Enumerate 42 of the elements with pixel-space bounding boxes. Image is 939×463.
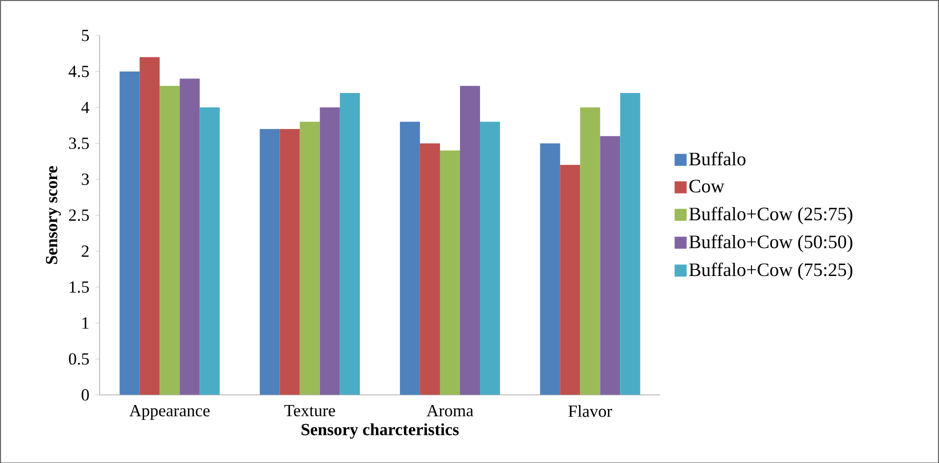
y-tick-label: 1 xyxy=(82,317,88,328)
bar xyxy=(180,78,200,395)
bar xyxy=(420,143,440,395)
x-tick-label: Flavor xyxy=(568,404,612,417)
bar xyxy=(260,128,280,395)
y-axis-title: Sensory score xyxy=(46,166,61,264)
x-tick-label: Aroma xyxy=(426,404,474,416)
bar xyxy=(300,122,320,395)
bar xyxy=(200,107,220,395)
y-tick-label: 2 xyxy=(82,245,89,257)
x-tick-label: Appearance xyxy=(129,404,210,420)
y-tick-label: 5 xyxy=(82,30,89,41)
x-tick-label: Texture xyxy=(284,404,336,416)
legend-label: Buffalo+Cow (50:50) xyxy=(689,234,852,252)
bar xyxy=(440,150,460,395)
bar xyxy=(140,56,160,395)
y-tick-label: 1.5 xyxy=(70,281,89,293)
bar xyxy=(120,71,140,395)
y-tick-label: 2.5 xyxy=(69,209,89,221)
bar xyxy=(400,122,420,395)
y-tick-label: 3.5 xyxy=(69,137,89,149)
bar xyxy=(340,92,360,395)
y-tick-label: 0.5 xyxy=(68,352,89,364)
x-axis-title: Sensory charcteristics xyxy=(302,423,459,438)
y-tick-label: 0 xyxy=(82,388,89,400)
bar xyxy=(560,164,580,395)
y-tick-label: 3 xyxy=(82,173,89,185)
legend-label: Buffalo+Cow (75:25) xyxy=(689,262,852,280)
bar xyxy=(460,86,480,395)
bar xyxy=(580,107,600,395)
legend-label: Cow xyxy=(689,180,724,192)
bar xyxy=(160,86,180,395)
bar xyxy=(540,143,560,395)
y-tick-label: 4 xyxy=(81,102,90,113)
bar xyxy=(620,92,640,395)
y-tick-label: 4.5 xyxy=(68,66,89,77)
bar xyxy=(600,136,620,395)
bar xyxy=(320,107,340,395)
bar xyxy=(480,122,500,395)
legend-label: Buffalo+Cow (25:75) xyxy=(689,206,852,224)
legend-label: Buffalo xyxy=(689,152,746,166)
bar xyxy=(280,128,300,395)
